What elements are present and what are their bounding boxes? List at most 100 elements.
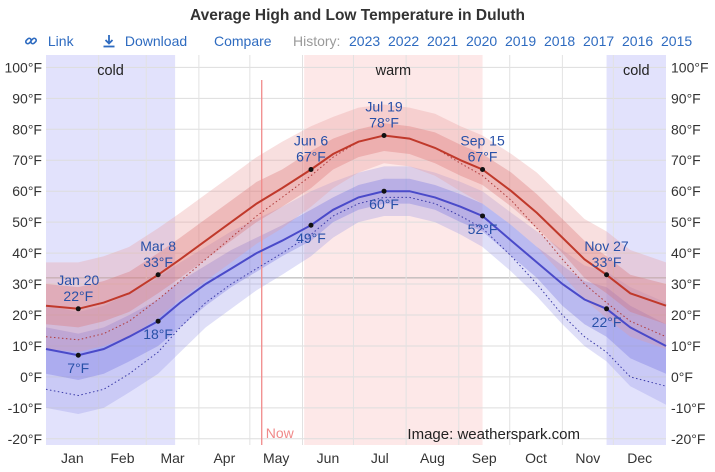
x-tick-label: Feb xyxy=(110,450,134,466)
low-annotation-value: 22°F xyxy=(592,314,622,330)
x-tick-label: Jun xyxy=(317,450,340,466)
y-tick-label-left: 80°F xyxy=(12,121,42,137)
y-tick-label-right: 90°F xyxy=(671,90,701,106)
x-tick-label: Dec xyxy=(627,450,652,466)
low-marker-point xyxy=(308,222,314,228)
now-label: Now xyxy=(266,425,295,441)
high-marker-point xyxy=(381,132,387,138)
history-year-2018[interactable]: 2018 xyxy=(544,33,576,49)
low-p10-p90-band xyxy=(46,166,666,414)
y-tick-label-left: 40°F xyxy=(12,245,42,261)
high-marker-point xyxy=(155,272,161,278)
high-annotation-value: 33°F xyxy=(143,254,173,270)
high-annotation-date: Jun 6 xyxy=(294,133,328,149)
y-tick-label-left: 20°F xyxy=(12,307,42,323)
chart-title: Average High and Low Temperature in Dulu… xyxy=(189,7,525,24)
high-marker-point xyxy=(75,306,81,312)
x-tick-label: Sep xyxy=(472,450,497,466)
high-annotation-date: Sep 15 xyxy=(460,133,505,149)
low-p25-p75-band xyxy=(46,178,666,380)
warm-season-band xyxy=(304,55,483,445)
low-annotation-value: 18°F xyxy=(143,326,173,342)
low-annotation-value: 49°F xyxy=(296,230,326,246)
history-year-2017[interactable]: 2017 xyxy=(583,33,615,49)
download-label: Download xyxy=(124,33,188,49)
perceived-high-line xyxy=(45,134,667,341)
high-marker-point xyxy=(308,167,314,173)
y-tick-label-left: -20°F xyxy=(8,431,42,447)
high-annotation-value: 22°F xyxy=(63,288,93,304)
y-tick-label-right: -20°F xyxy=(671,431,705,447)
high-annotation-value: 67°F xyxy=(468,149,498,165)
y-tick-label-right: 30°F xyxy=(671,276,701,292)
download-button[interactable]: Download xyxy=(102,33,187,49)
high-annotation-date: Mar 8 xyxy=(140,238,176,254)
high-annotation-date: Nov 27 xyxy=(584,238,629,254)
low-marker-point xyxy=(381,188,387,194)
y-tick-label-left: 60°F xyxy=(12,183,42,199)
y-tick-label-left: 10°F xyxy=(12,338,42,354)
y-tick-label-right: 20°F xyxy=(671,307,701,323)
high-marker-point xyxy=(480,167,486,173)
high-annotation-date: Jul 19 xyxy=(365,98,403,114)
y-tick-label-left: -10°F xyxy=(8,400,42,416)
high-annotation-value: 67°F xyxy=(296,149,326,165)
cold-season-label: cold xyxy=(97,63,124,79)
credit-text: Image: weatherspark.com xyxy=(407,426,580,443)
low-annotation-value: 52°F xyxy=(468,221,498,237)
x-tick-label: Mar xyxy=(160,450,184,466)
y-tick-label-right: 80°F xyxy=(671,121,701,137)
y-tick-label-right: 0°F xyxy=(671,369,693,385)
x-tick-label: Apr xyxy=(213,450,235,466)
history-year-2016[interactable]: 2016 xyxy=(622,33,654,49)
toolbar: Link Download Compare History: 2023 2022… xyxy=(0,33,715,51)
high-annotation-value: 78°F xyxy=(369,114,399,130)
high-annotation-value: 33°F xyxy=(592,254,622,270)
low-marker-point xyxy=(155,318,161,324)
x-tick-label: Jul xyxy=(371,450,389,466)
x-tick-label: May xyxy=(263,450,289,466)
x-tick-label: Aug xyxy=(420,450,445,466)
download-icon xyxy=(103,35,115,48)
x-tick-label: Nov xyxy=(575,450,600,466)
history-year-2020[interactable]: 2020 xyxy=(466,33,498,49)
high-annotation-date: Jan 20 xyxy=(57,272,99,288)
cold-season-band xyxy=(606,55,666,445)
low-annotation-value: 60°F xyxy=(369,196,399,212)
cold-season-label: cold xyxy=(623,63,650,79)
high-p25-p75-band xyxy=(46,123,666,328)
link-label: Link xyxy=(47,33,74,49)
y-tick-label-right: -10°F xyxy=(671,400,705,416)
perceived-low-line xyxy=(45,196,667,397)
y-tick-label-left: 0°F xyxy=(20,369,42,385)
history-year-2023[interactable]: 2023 xyxy=(349,33,381,49)
y-tick-label-left: 50°F xyxy=(12,214,42,230)
y-tick-label-left: 90°F xyxy=(12,90,42,106)
compare-button[interactable]: Compare xyxy=(214,33,272,49)
y-tick-label-left: 100°F xyxy=(4,59,42,75)
y-tick-label-right: 10°F xyxy=(671,338,701,354)
history-year-2015[interactable]: 2015 xyxy=(661,33,693,49)
y-tick-label-right: 60°F xyxy=(671,183,701,199)
history-year-2019[interactable]: 2019 xyxy=(505,33,537,49)
high-p10-p90-band xyxy=(46,104,666,353)
y-tick-label-right: 70°F xyxy=(671,152,701,168)
y-tick-label-right: 50°F xyxy=(671,214,701,230)
low-marker-point xyxy=(480,213,486,219)
x-tick-label: Jan xyxy=(61,450,84,466)
y-tick-label-left: 70°F xyxy=(12,152,42,168)
warm-season-label: warm xyxy=(375,63,411,79)
y-tick-label-right: 100°F xyxy=(671,59,709,75)
high-marker-point xyxy=(604,272,610,278)
link-button[interactable]: Link xyxy=(24,33,74,49)
x-tick-label: Oct xyxy=(525,450,547,466)
low-marker-point xyxy=(75,352,81,358)
history-year-2021[interactable]: 2021 xyxy=(427,33,459,49)
low-marker-point xyxy=(604,306,610,312)
y-tick-label-right: 40°F xyxy=(671,245,701,261)
link-icon xyxy=(24,37,38,45)
y-tick-label-left: 30°F xyxy=(12,276,42,292)
history-year-2022[interactable]: 2022 xyxy=(388,33,420,49)
cold-season-band xyxy=(46,55,176,445)
